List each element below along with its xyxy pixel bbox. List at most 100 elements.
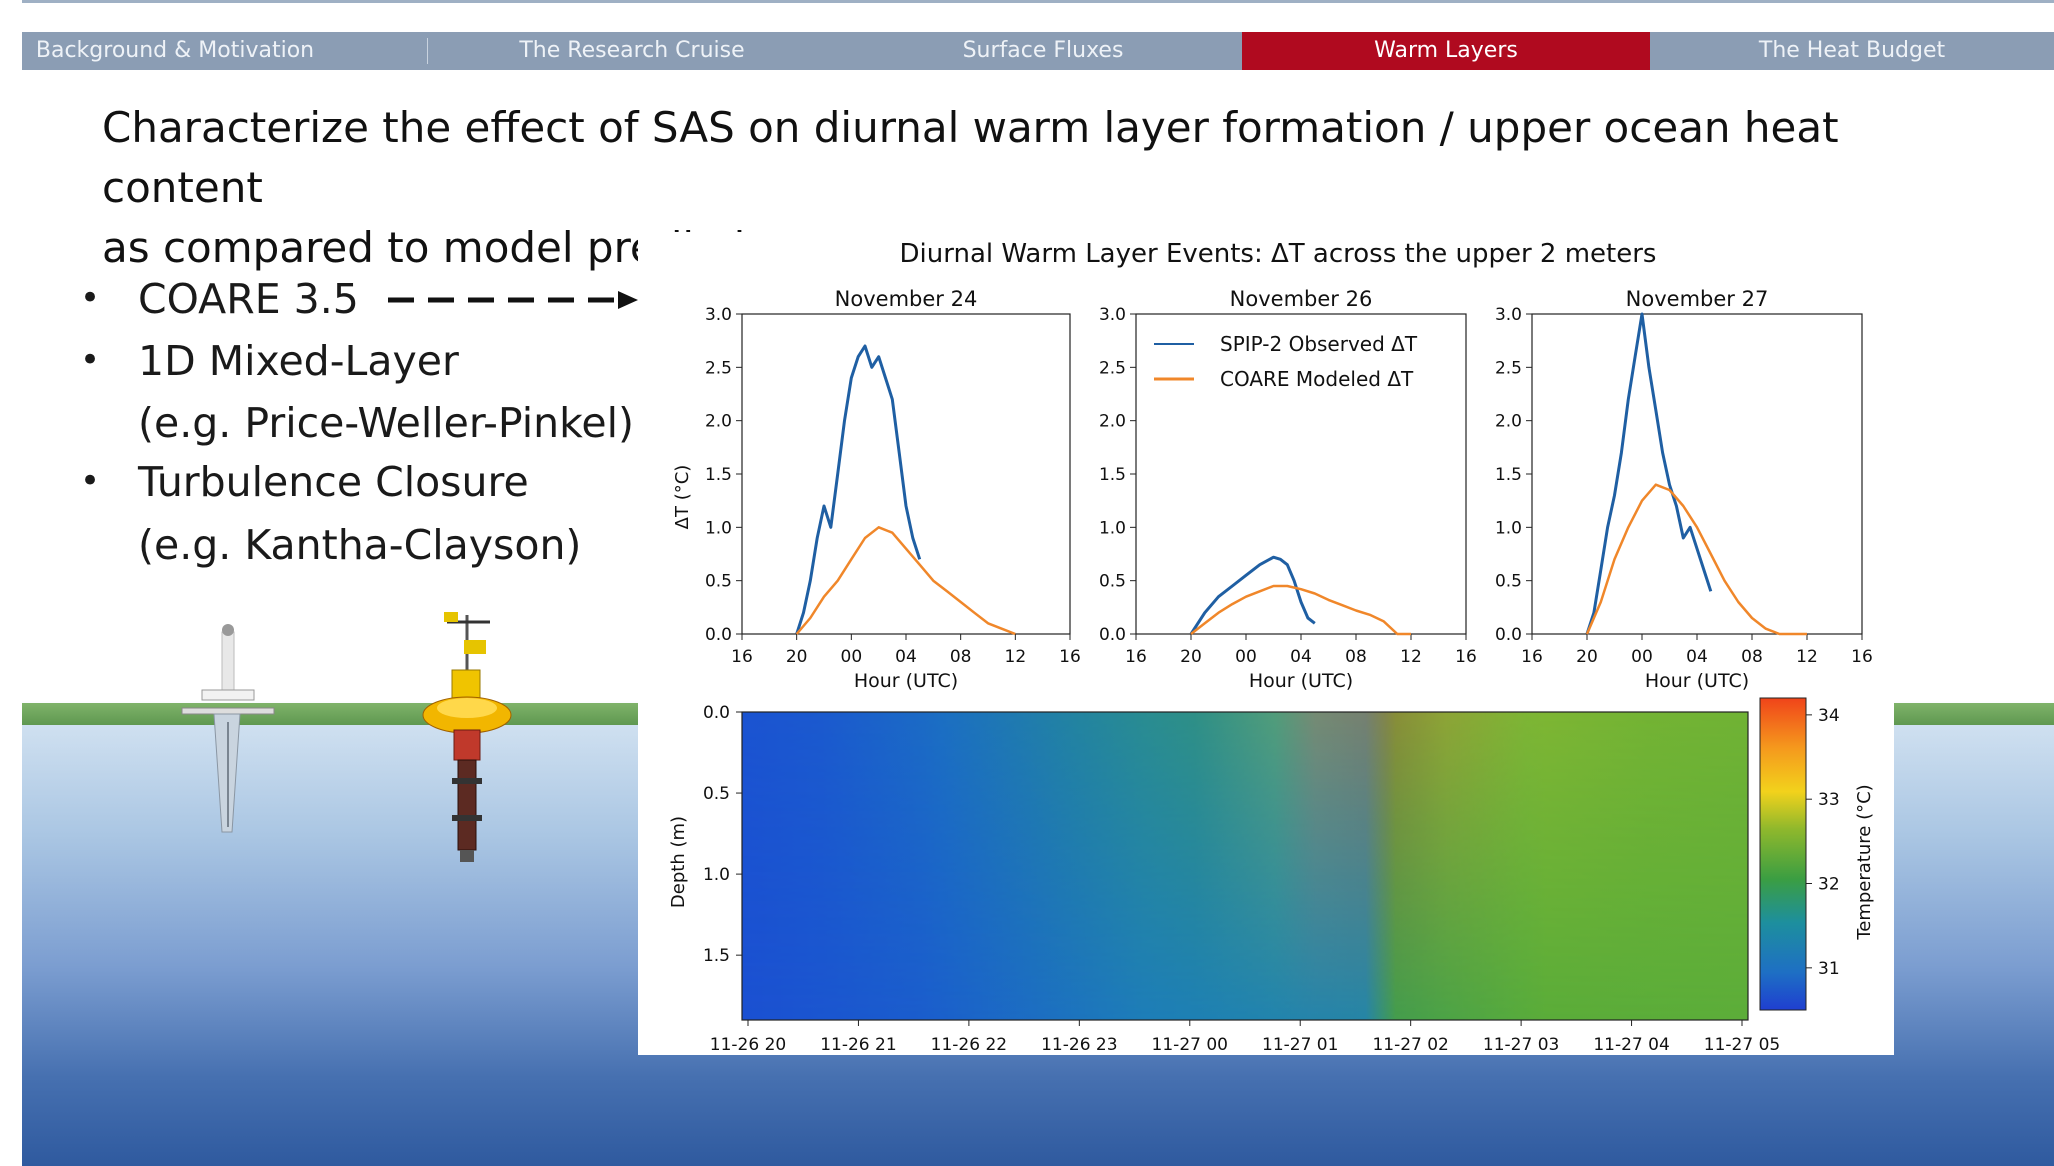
- x-tick-label: 16: [1059, 647, 1081, 667]
- y-tick-label: 3.0: [1099, 305, 1126, 325]
- y-tick-label: 1.0: [1495, 518, 1522, 538]
- y-tick-label: 0.0: [1495, 625, 1522, 645]
- tab-surface-fluxes[interactable]: Surface Fluxes: [962, 38, 1124, 63]
- heatmap-x-tick-label: 11-26 22: [931, 1035, 1007, 1055]
- panel-y-axis-label: ΔT (°C): [672, 465, 693, 530]
- heatmap-x-tick-label: 11-27 02: [1372, 1035, 1448, 1055]
- bullet-coare: COARE 3.5: [138, 275, 359, 323]
- colorbar-tick-label: 31: [1818, 959, 1840, 979]
- panel-title: November 24: [835, 287, 978, 311]
- x-tick-label: 04: [1686, 647, 1708, 667]
- panel-november-24: November 24 Hour (UTC) 0.0 0.5 1.0 1.5 2.0 2.…: [705, 287, 1081, 692]
- colorbar: [1759, 697, 1807, 1011]
- x-tick-label: 20: [1180, 647, 1202, 667]
- y-tick-label: 2.0: [1099, 412, 1126, 432]
- x-tick-label: 04: [1290, 647, 1312, 667]
- x-tick-label: 12: [1796, 647, 1818, 667]
- heatmap-surface-layer: [742, 712, 1748, 1020]
- panel-x-axis-label: Hour (UTC): [854, 670, 958, 692]
- x-tick-label: 16: [1851, 647, 1873, 667]
- tab-research-cruise[interactable]: The Research Cruise: [519, 38, 745, 63]
- x-tick-label: 12: [1400, 647, 1422, 667]
- panel-title: November 27: [1626, 287, 1769, 311]
- y-tick-label: 2.0: [1495, 412, 1522, 432]
- panel-november-26: November 26 Hour (UTC) 0.0 0.5 1.0 1.5 2.0 2.…: [1099, 287, 1477, 692]
- y-tick-label: 3.0: [1495, 305, 1522, 325]
- y-tick-label: 1.5: [705, 465, 732, 485]
- tab-background-motivation[interactable]: Background & Motivation: [35, 38, 315, 63]
- y-tick-label: 0.0: [705, 625, 732, 645]
- bullet-mixed-layer: 1D Mixed-Layer: [138, 337, 459, 385]
- chart-legend: SPIP-2 Observed ΔT COARE Modeled ΔT: [1154, 332, 1418, 391]
- y-tick-label: 0.5: [1099, 572, 1126, 592]
- bullet-mixed-layer-example: (e.g. Price-Weller-Pinkel): [138, 399, 634, 447]
- panel-title: November 26: [1230, 287, 1373, 311]
- x-tick-label: 00: [1631, 647, 1653, 667]
- observed-series-line: [1585, 312, 1713, 635]
- slide: Background & Motivation The Research Cru…: [22, 0, 2054, 1166]
- x-tick-label: 08: [950, 647, 972, 667]
- spar-buoy-icon: [181, 624, 275, 833]
- dashed-arrow-icon: [388, 291, 638, 309]
- section-nav-bar: Background & Motivation The Research Cru…: [22, 32, 2054, 70]
- panel-x-axis-label: Hour (UTC): [1645, 670, 1749, 692]
- heatmap-x-tick-label: 11-26 23: [1041, 1035, 1117, 1055]
- panel-november-27: November 27 Hour (UTC) 0.0 0.5 1.0 1.5 2.0 2.…: [1495, 287, 1873, 692]
- y-tick-label: 2.0: [705, 412, 732, 432]
- heatmap-x-tick-label: 11-27 04: [1593, 1035, 1669, 1055]
- bullet-dot-icon: •: [80, 461, 101, 501]
- y-tick-label: 2.5: [1099, 358, 1126, 378]
- top-rule: [22, 0, 2054, 3]
- x-tick-label: 16: [1455, 647, 1477, 667]
- legend-modeled-label: COARE Modeled ΔT: [1220, 367, 1414, 391]
- colorbar-label: Temperature (°C): [1854, 784, 1875, 940]
- y-tick-label: 0.0: [1099, 625, 1126, 645]
- colorbar-tick-label: 32: [1818, 875, 1840, 895]
- y-tick-label: 1.0: [705, 518, 732, 538]
- y-tick-label: 2.5: [1495, 358, 1522, 378]
- warm-layer-figure: Diurnal Warm Layer Events: ΔT across the…: [638, 232, 1894, 1055]
- y-tick-label: 3.0: [705, 305, 732, 325]
- colorbar-tick-label: 33: [1818, 790, 1840, 810]
- heatmap-y-tick-label: 1.5: [703, 946, 730, 966]
- x-tick-label: 08: [1345, 647, 1367, 667]
- x-tick-label: 16: [1125, 647, 1147, 667]
- figure-title: Diurnal Warm Layer Events: ΔT across the…: [900, 239, 1657, 269]
- heatmap-x-tick-label: 11-27 01: [1262, 1035, 1338, 1055]
- heatmap-x-tick-label: 11-26 20: [710, 1035, 786, 1055]
- y-tick-label: 1.0: [1099, 518, 1126, 538]
- y-tick-label: 1.5: [1099, 465, 1126, 485]
- modeled-series-line: [1585, 483, 1807, 636]
- bullet-turbulence-closure: Turbulence Closure: [138, 458, 529, 506]
- y-tick-label: 0.5: [1495, 572, 1522, 592]
- y-tick-label: 0.5: [705, 572, 732, 592]
- y-tick-label: 2.5: [705, 358, 732, 378]
- heatmap-y-tick-label: 0.0: [703, 703, 730, 723]
- x-tick-label: 16: [1521, 647, 1543, 667]
- heatmap-y-axis-label: Depth (m): [668, 816, 689, 908]
- legend-observed-label: SPIP-2 Observed ΔT: [1220, 332, 1418, 356]
- moored-buoy-icon: [422, 612, 512, 862]
- y-tick-label: 1.5: [1495, 465, 1522, 485]
- x-tick-label: 04: [895, 647, 917, 667]
- tab-heat-budget[interactable]: The Heat Budget: [1758, 38, 1946, 63]
- x-tick-label: 20: [786, 647, 808, 667]
- observed-series-line: [795, 344, 922, 635]
- heatmap-x-tick-label: 11-27 05: [1704, 1035, 1780, 1055]
- heatmap-x-tick-label: 11-27 00: [1152, 1035, 1228, 1055]
- observed-series-line: [1189, 555, 1316, 635]
- bullet-dot-icon: •: [80, 278, 101, 318]
- modeled-series-line: [1190, 584, 1411, 636]
- tab-warm-layers[interactable]: Warm Layers: [1242, 32, 1650, 70]
- x-tick-label: 20: [1576, 647, 1598, 667]
- heatmap-y-tick-label: 0.5: [703, 784, 730, 804]
- x-tick-label: 00: [841, 647, 863, 667]
- heatmap-y-tick-label: 1.0: [703, 865, 730, 885]
- bullet-dot-icon: •: [80, 340, 101, 380]
- x-tick-label: 08: [1741, 647, 1763, 667]
- temperature-heatmap: Depth (m) 0.0 0.5 1.0 1.5 11-26 20 11-26 21 1…: [668, 697, 1875, 1055]
- x-tick-label: 16: [731, 647, 753, 667]
- tab-separator: [427, 38, 428, 64]
- heatmap-frame: [741, 711, 1749, 1021]
- heatmap-x-tick-label: 11-26 21: [820, 1035, 896, 1055]
